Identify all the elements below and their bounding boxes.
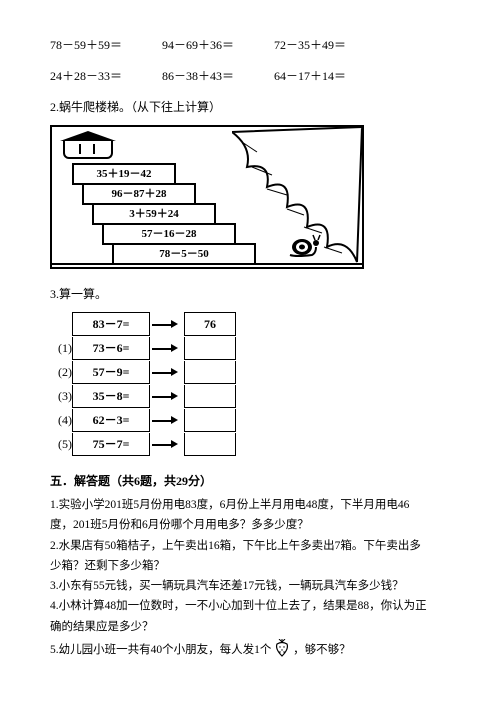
house-icon bbox=[58, 131, 118, 161]
calc-expr: 57－9= bbox=[72, 361, 150, 384]
q5-text-a: 5.幼儿园小班一共有40个小朋友，每人发1个 bbox=[50, 644, 271, 656]
calc-row: (4) 62－3= bbox=[50, 408, 450, 432]
equation: 64－17＋14＝ bbox=[274, 67, 346, 84]
calc-answer: 76 bbox=[184, 312, 236, 336]
stairs-diagram: 35＋19－42 96－87＋28 3＋59＋24 57－16－28 78－5－… bbox=[50, 125, 364, 269]
equation: 24＋28－33＝ bbox=[50, 67, 122, 84]
strawberry-icon bbox=[274, 639, 290, 657]
calc-row: (1) 73－6= bbox=[50, 336, 450, 360]
section-5-title: 五．解答题（共6题，共29分） bbox=[50, 472, 450, 489]
q2-line: 2.水果店有50箱桔子，上午卖出16箱，下午比上午多卖出7箱。下午卖出多 bbox=[50, 538, 450, 555]
ground-line bbox=[52, 263, 362, 265]
equation: 94－69＋36＝ bbox=[162, 36, 234, 53]
calc-answer bbox=[184, 361, 236, 384]
stair-step: 35＋19－42 bbox=[72, 163, 176, 185]
calc-row-sample: 83－7= 76 bbox=[50, 312, 450, 336]
calc-answer bbox=[184, 385, 236, 408]
equation-row-2: 24＋28－33＝ 86－38＋43＝ 64－17＋14＝ bbox=[50, 67, 450, 84]
snail-icon bbox=[286, 229, 322, 259]
q3-line: 3.小东有55元钱，买一辆玩具汽车还差17元钱，一辆玩具汽车多少钱？ bbox=[50, 578, 450, 595]
word-problems: 1.实验小学201班5月份用电83度，6月份上半月用电48度，下半月用电46 度… bbox=[50, 497, 450, 659]
calc-index: (4) bbox=[50, 413, 72, 428]
arrow-icon bbox=[150, 409, 184, 431]
calc-expr: 75－7= bbox=[72, 433, 150, 456]
equation: 72－35＋49＝ bbox=[274, 36, 346, 53]
calc-expr: 35－8= bbox=[72, 385, 150, 408]
q1-line: 1.实验小学201班5月份用电83度，6月份上半月用电48度，下半月用电46 bbox=[50, 497, 450, 514]
calc-index: (5) bbox=[50, 437, 72, 452]
stair-step: 57－16－28 bbox=[102, 223, 236, 245]
calc-row: (5) 75－7= bbox=[50, 432, 450, 456]
calc-answer bbox=[184, 409, 236, 432]
q1-line: 度，201班5月份和6月份哪个月用电多？多多少度？ bbox=[50, 517, 450, 534]
stair-step: 96－87＋28 bbox=[82, 183, 196, 205]
calc-answer bbox=[184, 433, 236, 456]
q4-line: 确的结果应是多少？ bbox=[50, 619, 450, 636]
q5-text-b: ，够不够？ bbox=[293, 644, 351, 656]
calc-row: (3) 35－8= bbox=[50, 384, 450, 408]
calc-answer bbox=[184, 337, 236, 360]
calc-expr: 62－3= bbox=[72, 409, 150, 432]
q5-line: 5.幼儿园小班一共有40个小朋友，每人发1个 ，够不够？ bbox=[50, 639, 450, 659]
arrow-icon bbox=[150, 361, 184, 383]
calc-index: (1) bbox=[50, 341, 72, 356]
arrow-icon bbox=[150, 433, 184, 455]
q2-line: 少箱？还剩下多少箱？ bbox=[50, 558, 450, 575]
calc-index: (2) bbox=[50, 365, 72, 380]
calc-expr: 73－6= bbox=[72, 337, 150, 360]
calc-table: 83－7= 76 (1) 73－6= (2) 57－9= (3) 35－8= (… bbox=[50, 312, 450, 456]
arrow-icon bbox=[150, 313, 184, 335]
arrow-icon bbox=[150, 385, 184, 407]
stair-step: 3＋59＋24 bbox=[92, 203, 216, 225]
calc-index: (3) bbox=[50, 389, 72, 404]
equation: 86－38＋43＝ bbox=[162, 67, 234, 84]
problem-2-title: 2.蜗牛爬楼梯。（从下往上计算） bbox=[50, 98, 450, 115]
arrow-icon bbox=[150, 337, 184, 359]
equation: 78－59＋59＝ bbox=[50, 36, 122, 53]
calc-row: (2) 57－9= bbox=[50, 360, 450, 384]
page: 78－59＋59＝ 94－69＋36＝ 72－35＋49＝ 24＋28－33＝ … bbox=[0, 0, 500, 682]
equation-row-1: 78－59＋59＝ 94－69＋36＝ 72－35＋49＝ bbox=[50, 36, 450, 53]
calc-expr: 83－7= bbox=[72, 312, 150, 336]
q4-line: 4.小林计算48加一位数时，一不小心加到十位上去了，结果是88，你认为正 bbox=[50, 598, 450, 615]
problem-3-title: 3.算一算。 bbox=[50, 285, 450, 302]
